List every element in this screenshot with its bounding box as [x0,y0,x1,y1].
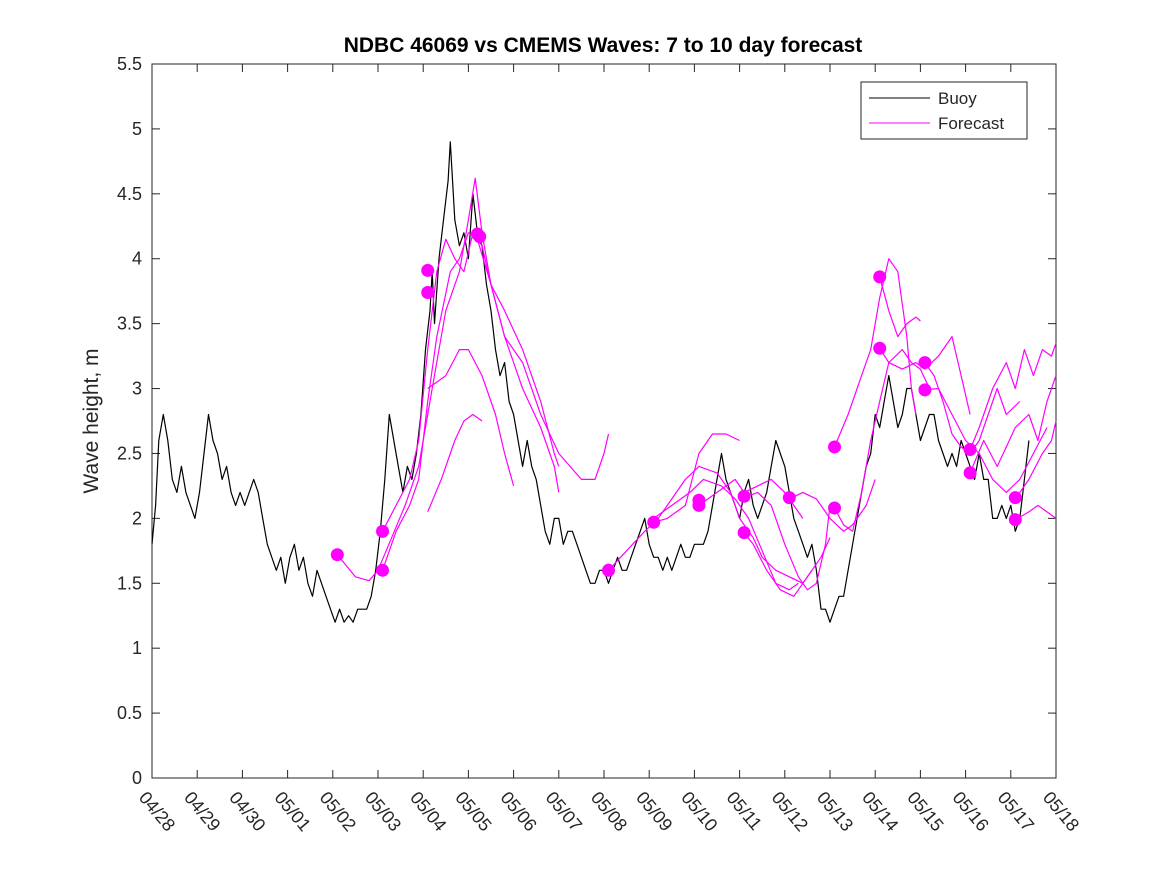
forecast-run-line [381,232,560,571]
y-tick-label: 1 [132,638,142,658]
legend-buoy-label: Buoy [938,89,977,108]
forecast-start-marker [473,230,487,244]
y-tick-label: 5.5 [117,54,142,74]
buoy-series-line [151,141,1030,623]
forecast-run-line [427,413,483,513]
y-tick-label: 0 [132,768,142,788]
forecast-run-line [427,349,515,487]
y-tick-label: 2.5 [117,443,142,463]
legend: Buoy Forecast [860,81,1028,140]
forecast-run-line [969,342,1057,450]
y-axis-label: Wave height, m [80,348,103,493]
y-tick-label: 4.5 [117,184,142,204]
series-layer [151,141,1057,623]
y-tick-label: 1.5 [117,573,142,593]
forecast-start-marker [602,563,616,577]
y-tick-label: 3.5 [117,314,142,334]
chart-title: NDBC 46069 vs CMEMS Waves: 7 to 10 day f… [344,34,863,57]
forecast-run-line [653,478,799,591]
forecast-run-line [381,232,560,532]
forecast-start-marker [1008,513,1022,527]
forecast-start-marker [376,524,390,538]
forecast-start-marker [828,440,842,454]
forecast-start-marker [828,501,842,515]
y-tick-label: 2 [132,508,142,528]
forecast-start-marker [963,443,977,457]
forecast-start-marker [873,270,887,284]
forecast-start-marker [376,563,390,577]
forecast-run-line [879,276,921,338]
legend-box [860,81,1028,140]
forecast-start-marker [421,285,435,299]
forecast-run-line [833,349,930,532]
forecast-start-marker [737,526,751,540]
legend-forecast-label: Forecast [938,114,1004,133]
forecast-run-line [653,433,740,523]
forecast-run-line [879,336,971,415]
forecast-run-line [1014,420,1057,500]
y-tick-label: 0.5 [117,703,142,723]
y-axis-ticks: 0 0.5 1 1.5 2 2.5 3 3.5 4 4.5 5 5.5 [117,54,1056,788]
forecast-start-marker [1008,491,1022,505]
forecast-run-line [743,491,831,591]
forecast-start-marker [647,515,661,529]
forecast-run-line [336,177,610,582]
forecast-run-line [789,479,876,532]
forecast-run-line [969,375,1057,474]
marker-layer [330,227,1022,577]
forecast-start-marker [963,466,977,480]
forecast-start-marker [692,498,706,512]
forecast-run-line [1015,504,1057,521]
y-tick-label: 5 [132,119,142,139]
forecast-start-marker [330,548,344,562]
forecast-start-marker [918,356,932,370]
forecast-start-marker [918,383,932,397]
forecast-run-line [743,532,831,597]
forecast-start-marker [782,491,796,505]
forecast-start-marker [421,263,435,277]
y-tick-label: 3 [132,379,142,399]
forecast-run-line [924,387,1048,493]
forecast-start-marker [737,489,751,503]
y-tick-label: 4 [132,249,142,269]
forecast-start-marker [873,341,887,355]
